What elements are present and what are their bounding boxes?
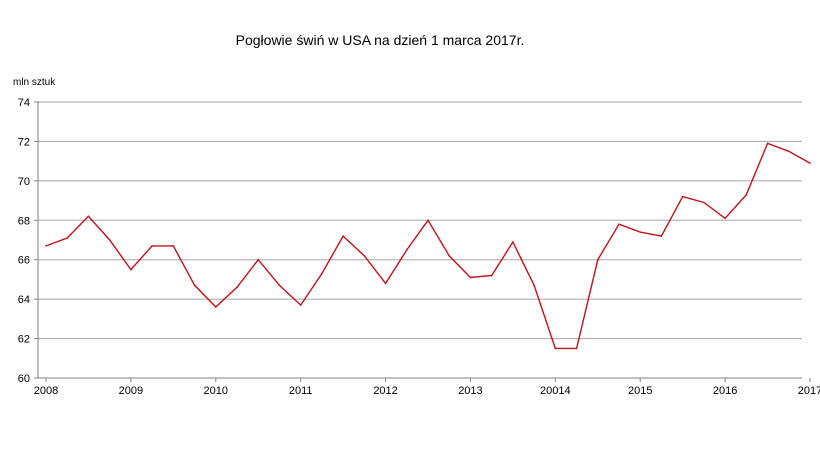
grid-layer xyxy=(38,101,802,340)
y-tick-label: 62 xyxy=(18,334,30,346)
data-point xyxy=(427,219,429,222)
y-tick-label: 72 xyxy=(18,136,30,148)
x-tick-label: 2013 xyxy=(458,385,482,397)
data-point xyxy=(108,239,111,241)
data-point xyxy=(809,162,811,164)
data-point xyxy=(448,254,451,257)
x-tick-label: 2008 xyxy=(34,385,58,397)
y-tick-label: 70 xyxy=(18,176,30,188)
chart-title: Pogłowie świń w USA na dzień 1 marca 201… xyxy=(235,32,525,48)
data-point xyxy=(405,249,408,251)
data-point xyxy=(575,347,578,350)
y-tick-label: 74 xyxy=(18,97,30,109)
data-point xyxy=(384,282,387,285)
tick-label-layer: 60 62 64 66 68 70 72 74 2008 2009 2010 2011 2012 2013… xyxy=(18,97,820,397)
data-point xyxy=(787,150,790,153)
data-point xyxy=(724,217,726,220)
data-point xyxy=(130,268,132,271)
data-point xyxy=(66,237,69,239)
data-point xyxy=(257,258,260,261)
x-tick-label: 2017 xyxy=(798,385,820,397)
x-tick-label: 2016 xyxy=(713,385,737,397)
data-point xyxy=(596,258,599,261)
x-tick-label: 2015 xyxy=(628,385,652,397)
data-point xyxy=(681,195,684,198)
data-point xyxy=(214,306,217,308)
data-point xyxy=(533,284,535,287)
y-axis-unit-label: mln sztuk xyxy=(13,77,56,88)
data-point xyxy=(703,201,705,204)
data-point xyxy=(87,215,90,218)
data-point xyxy=(660,235,663,237)
axis-layer xyxy=(34,101,811,382)
data-point xyxy=(618,223,620,226)
data-point xyxy=(193,284,196,287)
x-tick-label: 20014 xyxy=(540,385,571,397)
series-layer xyxy=(45,142,811,350)
data-point xyxy=(321,272,323,275)
data-point xyxy=(554,347,557,350)
data-point xyxy=(299,304,302,306)
data-point xyxy=(151,245,153,247)
data-point xyxy=(490,274,493,277)
data-point xyxy=(469,276,472,279)
data-point xyxy=(639,231,642,233)
data-point xyxy=(45,245,47,247)
series-line xyxy=(45,142,811,350)
x-tick-label: 2009 xyxy=(119,385,143,397)
y-tick-label: 60 xyxy=(18,373,30,385)
y-tick-label: 68 xyxy=(18,215,30,227)
data-point xyxy=(342,235,344,237)
y-tick-label: 66 xyxy=(18,255,30,267)
data-point xyxy=(766,142,769,145)
data-point xyxy=(745,193,748,196)
data-point xyxy=(512,241,514,243)
x-tick-label: 2011 xyxy=(289,385,313,397)
y-tick-label: 64 xyxy=(18,294,30,306)
x-tick-label: 2012 xyxy=(373,385,397,397)
data-point xyxy=(172,245,175,247)
data-point xyxy=(236,286,238,289)
x-tick-label: 2010 xyxy=(204,385,228,397)
data-point xyxy=(278,284,281,287)
data-point xyxy=(363,254,366,257)
